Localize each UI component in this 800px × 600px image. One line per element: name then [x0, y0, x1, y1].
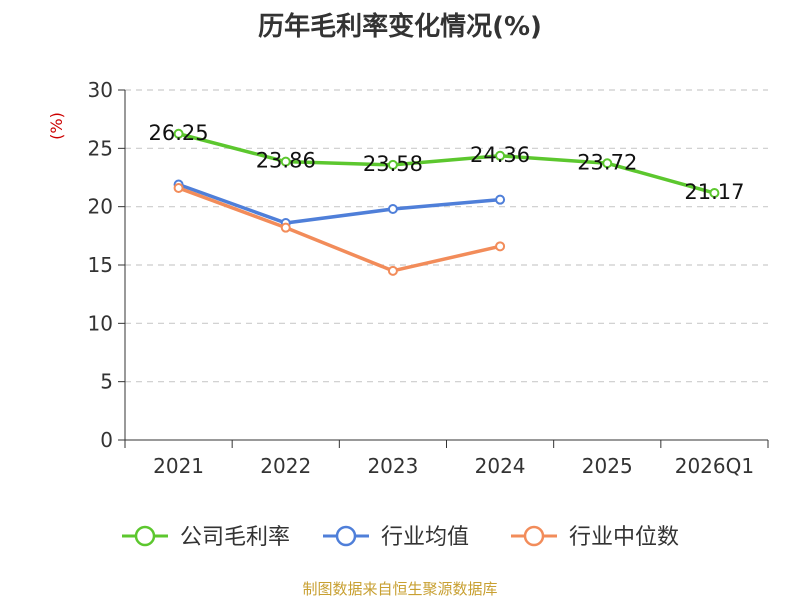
x-tick-label: 2021: [153, 454, 204, 478]
data-source-note: 制图数据来自恒生聚源数据库: [302, 580, 498, 598]
series-line-2: [176, 186, 502, 273]
data-label: 23.58: [363, 152, 423, 176]
data-point: [495, 241, 506, 252]
y-tick-label: 5: [100, 370, 113, 394]
y-axis-label: (%): [47, 112, 66, 140]
series-line-0: [176, 132, 717, 195]
legend-label: 公司毛利率: [180, 525, 290, 550]
data-point: [387, 265, 398, 276]
y-tick-label: 15: [88, 253, 113, 277]
legend-label: 行业均值: [381, 525, 469, 550]
legend-swatch-marker: [134, 525, 156, 547]
data-point: [387, 159, 398, 170]
x-tick-label: 2022: [260, 454, 311, 478]
grid-lines: [125, 89, 768, 383]
y-tick-label: 10: [88, 311, 113, 335]
y-tick-labels: 0 5 10 15 20 25 30: [88, 78, 113, 452]
series-group: 26.25 23.86 23.58 24.36 23.72 21.17: [149, 121, 744, 276]
data-label: 23.72: [577, 150, 637, 174]
data-point: [495, 150, 506, 161]
x-tick-label: 2026Q1: [675, 454, 754, 478]
x-tick-label: 2023: [367, 454, 418, 478]
y-tick-label: 30: [88, 78, 113, 102]
data-point: [602, 158, 613, 169]
x-tick-label: 2025: [582, 454, 633, 478]
legend: 公司毛利率 行业均值 行业中位数: [122, 525, 679, 550]
data-label: 26.25: [149, 121, 209, 145]
legend-swatch-marker: [335, 525, 357, 547]
x-tick-label: 2024: [475, 454, 526, 478]
axes: [118, 89, 769, 448]
data-point: [173, 128, 184, 139]
data-point: [280, 156, 291, 167]
series-line-1: [176, 182, 502, 225]
legend-swatch-marker: [523, 525, 545, 547]
y-tick-label: 20: [88, 195, 113, 219]
data-point: [280, 222, 291, 233]
y-tick-label: 0: [100, 428, 113, 452]
data-point: [709, 188, 720, 199]
data-label: 23.86: [256, 149, 316, 173]
data-point: [495, 194, 506, 205]
y-tick-label: 25: [88, 136, 113, 160]
legend-label: 行业中位数: [569, 525, 679, 550]
data-point: [387, 204, 398, 214]
data-point: [173, 183, 184, 193]
data-label: 24.36: [470, 143, 530, 167]
chart-title: 历年毛利率变化情况(%): [258, 12, 542, 42]
data-label: 21.17: [684, 180, 744, 204]
x-tick-labels: 2021 2022 2023 2024 2025 2026Q1: [153, 454, 754, 478]
